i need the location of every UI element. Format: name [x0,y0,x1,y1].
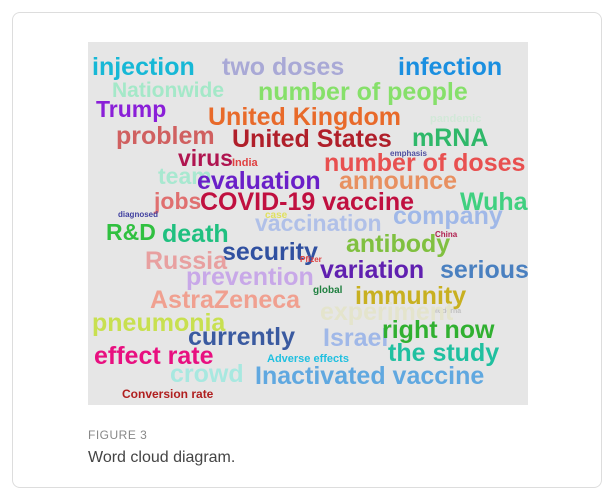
cloud-word: number of doses [324,149,525,177]
cloud-word: injection [92,53,195,81]
figure-frame [12,12,602,488]
figure-caption: Word cloud diagram. [88,449,236,466]
cloud-word: two doses [222,53,344,81]
cloud-word: diagnosed [118,210,158,219]
cloud-word: number of people [258,78,468,106]
cloud-word: variation [320,256,424,284]
cloud-word: Russia [145,247,228,275]
cloud-word: company [393,202,503,230]
cloud-word: currently [188,323,295,351]
cloud-word: United Kingdom [208,103,401,131]
cloud-word: immunity [355,282,466,310]
cloud-word: case [265,210,288,221]
cloud-word: Pfizer [300,255,322,264]
cloud-word: Adverse effects [267,353,349,365]
cloud-word: prevention [186,263,314,291]
cloud-word: serious [440,256,529,284]
cloud-word: COVID-19 vaccine [200,188,414,216]
cloud-word: AstraZeneca [150,286,301,314]
word-cloud: injection two doses infection Nationwide num… [88,42,543,405]
cloud-word: Israel [323,324,388,352]
cloud-word: pandemic [430,113,481,125]
cloud-word: Moderna [432,308,461,315]
cloud-word: global [313,285,343,296]
figure-label: FIGURE 3 [88,428,148,442]
cloud-word: R&D [106,219,156,245]
cloud-word: mRNA [412,124,488,152]
cloud-word: the study [388,339,499,367]
cloud-word: infection [398,53,502,81]
cloud-word: problem [116,122,215,150]
cloud-word: effect rate [94,342,214,370]
cloud-word: antibody [346,230,450,258]
cloud-word: Wuhan [460,188,543,216]
cloud-word: virus [178,145,233,171]
words: injection two doses infection Nationwide num… [92,53,543,401]
cloud-word: Nationwide [112,79,224,102]
cloud-word: jobs [153,188,201,214]
cloud-word: Inactivated vaccine [255,362,484,390]
cloud-word: emphasis [390,149,427,158]
cloud-word: evaluation [197,167,321,195]
cloud-word: vaccination [255,210,382,236]
cloud-word: right now [382,316,495,344]
cloud-word: Conversion rate [122,387,214,401]
cloud-word: China [435,230,458,239]
cloud-word: security [222,238,318,266]
cloud-word: announce [339,167,457,195]
cloud-word: Trump [96,96,166,122]
cloud-word: team [158,163,212,189]
cloud-word: India [232,157,259,169]
cloud-word: pneumonia [92,309,226,337]
cloud-word: death [162,220,229,248]
cloud-word: United States [232,125,392,153]
cloud-word: experiment [320,298,454,326]
cloud-background [88,42,528,405]
cloud-word: crowd [170,360,244,388]
